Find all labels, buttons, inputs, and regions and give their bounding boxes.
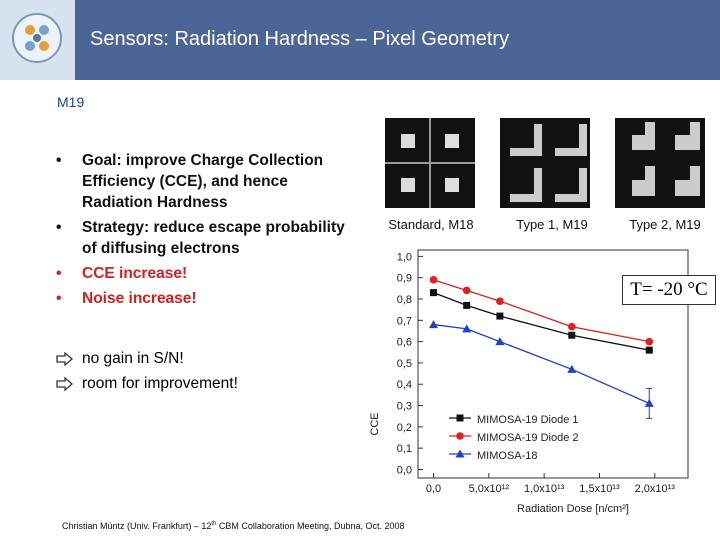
logo [12,13,62,63]
marker [568,322,576,331]
y-tick-label: 0,6 [397,337,412,349]
pixel-type-label: Type 2, M19 [629,217,701,232]
footer-text: CBM Collaboration Meeting, Dubna, Oct. 2… [216,521,405,531]
legend-label: MIMOSA-19 Diode 2 [477,432,578,444]
y-tick-label: 0,2 [397,422,412,434]
legend-box [447,408,642,464]
legend-symbol [456,432,464,440]
x-axis-label: Radiation Dose [n/cm²] [517,503,629,515]
legend-symbol [456,414,464,422]
y-tick-label: 0,4 [397,379,412,391]
x-tick-label: 5,0x10¹² [469,483,510,495]
legend-symbol [455,449,465,458]
marker [645,346,653,354]
x-tick-label: 2,0x10¹³ [635,483,676,495]
bullet: CCE increase! [56,263,356,284]
marker [568,331,576,339]
header-bar [75,0,720,80]
marker [567,364,577,373]
conclusion: room for improvement! [56,371,238,396]
conclusion: no gain in S/N! [56,346,238,371]
x-tick-label: 1,0x10¹³ [524,483,565,495]
marker [645,337,654,346]
y-tick-label: 0,5 [397,358,412,370]
bullet-list: Goal: improve Charge Collection Efficien… [56,150,356,313]
marker [429,289,437,297]
slide-title: Sensors: Radiation Hardness – Pixel Geom… [90,28,510,50]
bullet: Strategy: reduce escape probability of d… [56,217,356,259]
footer: Christian Müntz (Univ. Frankfurt) – 12th… [62,521,405,531]
footer-text: th [211,521,217,527]
pixel-type-label: Standard, M18 [388,217,474,232]
y-axis-label: CCE [369,412,381,435]
x-tick-label: 1,5x10¹³ [579,483,620,495]
arrow-icon [56,377,73,391]
marker [496,312,504,320]
marker [463,301,471,309]
arrow-icon [56,352,73,366]
legend-label: MIMOSA-19 Diode 1 [477,414,578,426]
marker [428,320,438,329]
conclusions: no gain in S/N! room for improvement! [56,346,238,396]
temperature-note: T= -20 °C [622,275,716,305]
x-tick-label: 0,0 [426,483,441,495]
logo-area [0,0,75,80]
marker [462,286,471,295]
pixel-type-label: Type 1, M19 [516,217,588,232]
legend-marker [456,432,464,440]
bullet: Goal: improve Charge Collection Efficien… [56,150,356,213]
legend-label: MIMOSA-18 [477,450,538,462]
y-tick-label: 0,8 [397,294,412,306]
legend-marker [456,414,464,422]
bullet: Noise increase! [56,288,356,309]
marker [462,324,472,333]
marker [496,297,504,305]
section-label: M19 [57,94,85,110]
footer-text: Christian Müntz (Univ. Frankfurt) – 12 [62,521,212,531]
y-tick-label: 1,0 [397,251,412,263]
legend-marker [455,449,465,458]
marker [495,337,505,346]
y-tick-label: 0,0 [397,464,412,476]
y-tick-label: 0,7 [397,315,412,327]
y-tick-label: 0,9 [397,273,412,285]
y-tick-label: 0,1 [397,443,412,455]
y-tick-label: 0,3 [397,401,412,413]
marker [429,276,438,284]
marker [644,398,654,407]
